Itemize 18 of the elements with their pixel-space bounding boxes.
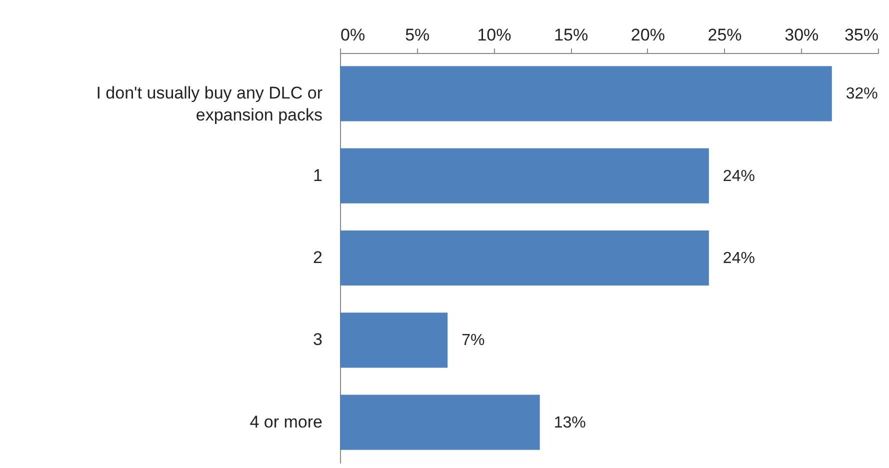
- y-tick-label: 1: [313, 166, 322, 185]
- x-tick-label: 35%: [844, 26, 878, 44]
- y-tick-label: 4 or more: [250, 412, 322, 432]
- data-label: 7%: [462, 332, 485, 350]
- x-tick-label: 20%: [630, 26, 665, 44]
- y-tick-label: 3: [313, 330, 322, 350]
- x-tick-label: 30%: [784, 26, 819, 44]
- data-label: 24%: [722, 250, 755, 267]
- x-tick-label: 10%: [477, 26, 512, 44]
- y-tick-label: 2: [313, 248, 322, 267]
- x-tick-label: 25%: [708, 26, 742, 44]
- data-label: 32%: [846, 86, 878, 103]
- x-tick-label: 0%: [340, 26, 366, 44]
- y-tick-label: I don't usually buy any DLC or expansion packs: [96, 84, 323, 125]
- x-tick-label: 15%: [554, 26, 588, 44]
- data-label: 24%: [722, 168, 755, 185]
- data-label: 13%: [554, 414, 586, 432]
- x-tick-label: 5%: [405, 26, 430, 44]
